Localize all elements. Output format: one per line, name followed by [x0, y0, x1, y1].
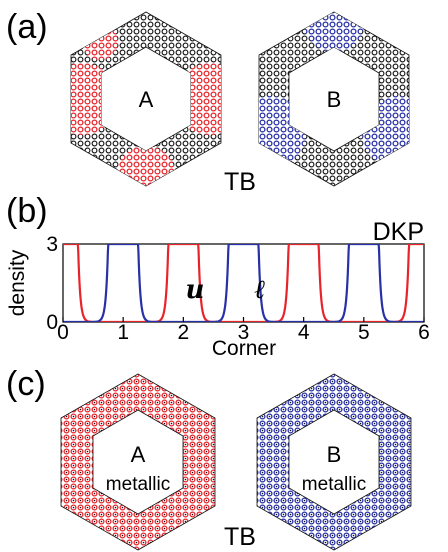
x-axis-title: Corner: [212, 337, 276, 360]
left-hexagon-label: A: [139, 87, 154, 112]
y-tick-label: 0: [46, 311, 58, 334]
panel-c-caption: TB: [224, 523, 256, 551]
y-axis-title: density: [6, 249, 29, 316]
series-line-blue: [63, 244, 424, 322]
hexagon-c-right: B metallic: [256, 373, 412, 551]
series-layer: [63, 244, 424, 322]
plot-frame: [62, 243, 425, 323]
hexagon-a-right: B: [258, 11, 410, 187]
x-tick-label: 1: [117, 321, 129, 344]
hexagon-a-left: A: [70, 11, 222, 187]
plot-area: 0 1 2 3 4 5 6 0 3 u ℓ: [46, 233, 430, 344]
panel-b-label: (b): [6, 192, 48, 230]
x-tick-label: 0: [57, 321, 69, 344]
panel-a-caption: TB: [224, 168, 256, 196]
right-hexagon-highlight: [259, 12, 409, 168]
panel-a-label: (a): [6, 8, 48, 46]
hexagon-c-left: A metallic: [60, 373, 216, 551]
tick-layer: 0 1 2 3 4 5 6 0 3: [46, 233, 430, 344]
y-tick-label: 3: [46, 233, 58, 256]
right-hexagon-c-sublabel: metallic: [302, 474, 366, 495]
series-line-red: [63, 244, 424, 322]
curve-label-l: ℓ: [254, 275, 265, 305]
x-tick-label: 5: [358, 321, 370, 344]
x-tick-label: 3: [238, 321, 250, 344]
right-hexagon-c-label: B: [327, 442, 342, 467]
x-tick-label: 4: [298, 321, 310, 344]
left-hexagon-highlight: [71, 24, 221, 186]
left-hexagon-c-sublabel: metallic: [106, 474, 170, 495]
x-tick-label: 2: [177, 321, 189, 344]
x-tick-label: 6: [418, 321, 430, 344]
legend-text: DKP: [373, 218, 424, 246]
left-hexagon-c-label: A: [131, 442, 146, 467]
panel-c-label: (c): [6, 365, 46, 403]
right-hexagon-label: B: [327, 87, 342, 112]
curve-label-u: u: [186, 275, 205, 305]
